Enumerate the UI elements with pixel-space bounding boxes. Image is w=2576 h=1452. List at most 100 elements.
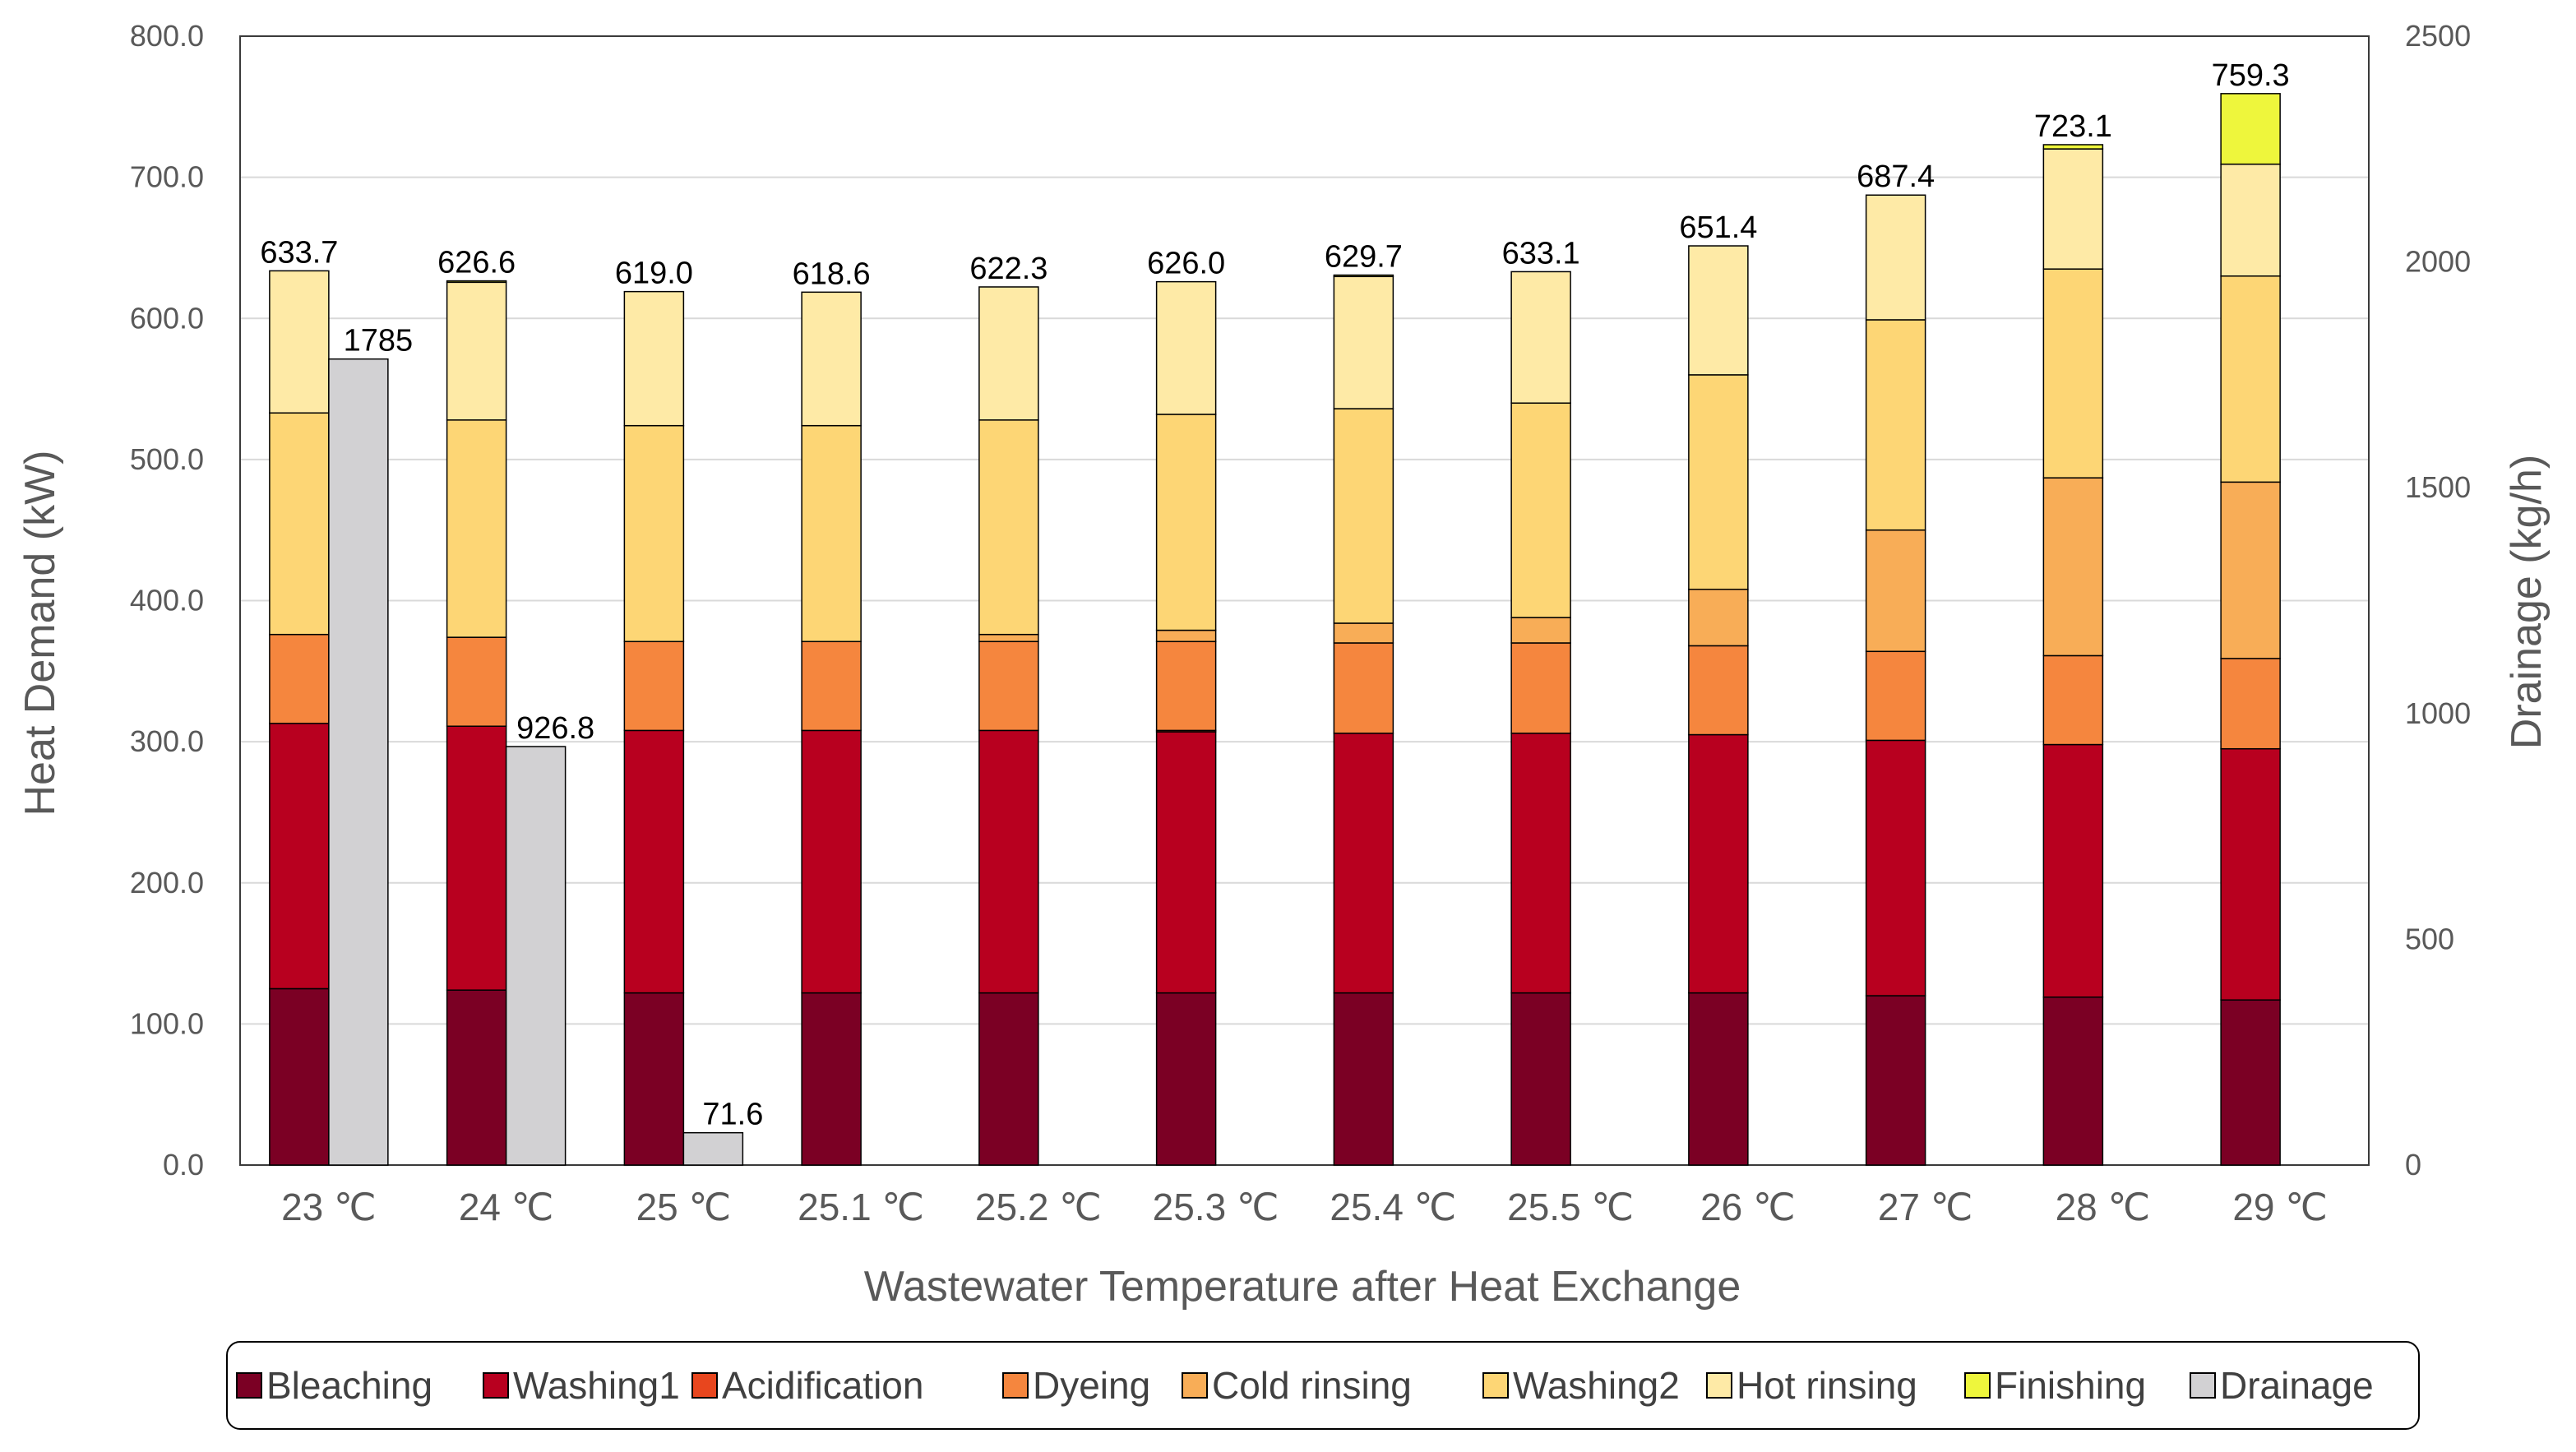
legend-label: Washing1 <box>513 1364 680 1407</box>
bar-cold-rinsing <box>1155 629 1217 643</box>
bar-washing1 <box>269 723 330 990</box>
bar-washing2 <box>1155 414 1217 631</box>
y-tick-label: 800.0 <box>130 19 204 53</box>
bar-dyeing <box>269 633 330 724</box>
bar-cold-rinsing <box>978 633 1039 643</box>
total-label: 687.4 <box>1857 160 1935 194</box>
total-label: 622.3 <box>969 252 1048 286</box>
bar-cold-rinsing <box>1865 529 1926 653</box>
total-label: 759.3 <box>2212 58 2290 93</box>
bar-dyeing <box>446 636 507 727</box>
legend: Bleaching Washing1 Acidification Dyeing Cold… <box>226 1341 2420 1430</box>
legend-frame <box>226 1341 2420 1430</box>
y-axis-title: Heat Demand (kW) <box>16 451 64 816</box>
x-tick-label: 29 ℃ <box>2232 1186 2328 1228</box>
bar-washing2 <box>1333 408 1394 624</box>
bar-drainage <box>505 746 567 1166</box>
legend-label: Finishing <box>1995 1364 2146 1407</box>
bar-bleaching <box>1688 992 1749 1166</box>
bar-dyeing <box>801 640 862 732</box>
bar-washing1 <box>2220 747 2281 1001</box>
x-tick-label: 27 ℃ <box>1878 1186 1973 1228</box>
bar-washing1 <box>1865 739 1926 997</box>
bar-washing2 <box>801 424 862 643</box>
legend-label: Drainage <box>2220 1364 2374 1407</box>
x-tick-label: 25 ℃ <box>636 1186 732 1228</box>
total-label: 633.7 <box>260 235 338 270</box>
bar-washing1 <box>2042 743 2104 998</box>
legend-label: Washing2 <box>1513 1364 1680 1407</box>
legend-label: Acidification <box>722 1364 923 1407</box>
bar-cold-rinsing <box>2220 481 2281 659</box>
bar-washing1 <box>1688 733 1749 994</box>
x-tick-label: 25.3 ℃ <box>1153 1186 1279 1228</box>
bar-finishing <box>2042 144 2104 150</box>
y-axis-left: 0.0 100.0 200.0 300.0 400.0 500.0 600.0 700.0 80… <box>130 19 204 1181</box>
bar-dyeing <box>1510 642 1571 734</box>
x-tick-label: 24 ℃ <box>459 1186 554 1228</box>
bar-washing1 <box>801 729 862 994</box>
legend-swatch-bleaching <box>236 1372 262 1399</box>
bar-dyeing <box>1865 650 1926 742</box>
bar-washing1 <box>623 729 685 994</box>
y2-tick-label: 1000 <box>2405 696 2471 730</box>
bar-bleaching <box>269 987 330 1166</box>
x-tick-label: 28 ℃ <box>2056 1186 2151 1228</box>
y-tick-label: 500.0 <box>130 442 204 476</box>
bar-hot-rinsing <box>1688 245 1749 376</box>
total-label: 618.6 <box>793 257 871 291</box>
drainage-label: 1785 <box>344 324 414 358</box>
y-tick-label: 100.0 <box>130 1006 204 1040</box>
bar-dyeing <box>623 640 685 732</box>
x-tick-label: 26 ℃ <box>1700 1186 1796 1228</box>
y2-tick-label: 1500 <box>2405 470 2471 504</box>
y2-axis-title: Drainage (kg/h) <box>2503 455 2551 749</box>
gridlines <box>240 176 2369 1025</box>
bar-drainage <box>328 358 389 1166</box>
x-tick-label: 23 ℃ <box>281 1186 377 1228</box>
y2-tick-label: 2000 <box>2405 245 2471 279</box>
bar-washing1 <box>978 729 1039 994</box>
bar-washing2 <box>2220 275 2281 483</box>
y-tick-label: 400.0 <box>130 584 204 617</box>
bar-bleaching <box>1865 995 1926 1166</box>
legend-swatch-acidification <box>691 1372 718 1399</box>
y2-tick-label: 2500 <box>2405 19 2471 53</box>
bar-bleaching <box>978 992 1039 1166</box>
y-tick-label: 700.0 <box>130 160 204 194</box>
bar-dyeing <box>978 640 1039 732</box>
legend-swatch-finishing <box>1964 1372 1991 1399</box>
bar-finishing <box>446 280 507 284</box>
y2-tick-label: 0 <box>2405 1148 2421 1181</box>
x-tick-label: 25.1 ℃ <box>798 1186 924 1228</box>
bar-washing1 <box>1333 733 1394 994</box>
y-tick-label: 200.0 <box>130 866 204 899</box>
bar-washing1 <box>1155 731 1217 994</box>
total-label: 633.1 <box>1502 236 1580 271</box>
bar-washing2 <box>1865 319 1926 531</box>
bar-finishing <box>2220 93 2281 165</box>
bar-washing2 <box>1510 402 1571 618</box>
bar-cold-rinsing <box>1510 617 1571 644</box>
bar-washing1 <box>446 725 507 991</box>
drainage-label: 71.6 <box>702 1098 763 1132</box>
bar-bleaching <box>2042 997 2104 1166</box>
legend-swatch-dyeing <box>1002 1372 1029 1399</box>
x-tick-label: 25.2 ℃ <box>975 1186 1102 1228</box>
bar-washing2 <box>978 419 1039 636</box>
bar-dyeing <box>1688 645 1749 736</box>
bar-hot-rinsing <box>2220 163 2281 277</box>
legend-label: Hot rinsing <box>1737 1364 1917 1407</box>
bar-hot-rinsing <box>1865 194 1926 321</box>
y2-tick-label: 500 <box>2405 922 2454 955</box>
data-labels: 633.7 1785 626.6 926.8 619.0 71.6 618.6 622.3 62… <box>260 58 2289 1132</box>
total-label: 629.7 <box>1325 240 1403 275</box>
bar-drainage <box>682 1131 744 1166</box>
legend-swatch-hot-rinsing <box>1706 1372 1732 1399</box>
y-axis-right: 0 500 1000 1500 2000 2500 <box>2405 19 2471 1181</box>
bar-dyeing <box>1333 642 1394 734</box>
bar-hot-rinsing <box>978 286 1039 421</box>
bar-bleaching <box>623 992 685 1166</box>
